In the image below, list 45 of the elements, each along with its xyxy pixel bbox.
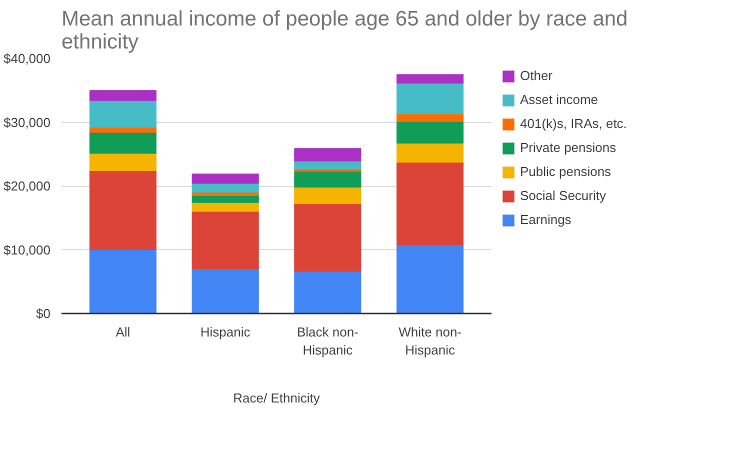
y-tick-label: $40,000	[4, 51, 51, 66]
bar	[192, 202, 259, 212]
bar	[192, 211, 259, 270]
bar	[89, 100, 156, 128]
bar	[192, 195, 259, 203]
bar	[89, 250, 156, 314]
bar	[396, 83, 464, 114]
y-tick-label: $0	[36, 306, 51, 321]
legend-label: 401(k)s, IRAs, etc.	[520, 116, 627, 131]
legend-label: Social Security	[520, 188, 606, 203]
bar	[89, 90, 156, 101]
legend-label: Asset income	[520, 92, 598, 107]
bar	[294, 187, 362, 204]
bar	[192, 174, 259, 184]
x-tick-label: Black non-Hispanic	[296, 324, 358, 358]
bar	[294, 148, 362, 162]
bar	[89, 170, 156, 250]
y-tick-label: $30,000	[4, 114, 51, 130]
bar	[294, 271, 362, 314]
legend-label: Other	[520, 68, 553, 83]
legend-label: Private pensions	[520, 140, 616, 155]
bar	[294, 171, 362, 188]
chart-title: Mean annual income of people age 65 and older by race and ethnicity	[62, 8, 628, 54]
legend-label: Public pensions	[520, 164, 612, 179]
bar	[396, 162, 464, 245]
bar	[192, 183, 259, 193]
bar	[396, 121, 464, 144]
legend-label: Earnings	[520, 212, 572, 227]
bar	[294, 204, 362, 272]
bar	[396, 74, 464, 84]
bar	[396, 114, 464, 122]
y-tick-label: $20,000	[4, 178, 51, 194]
y-tick-label: $10,000	[4, 242, 51, 258]
bar	[396, 244, 464, 314]
bar	[89, 132, 156, 154]
bar	[294, 160, 362, 170]
x-tick-label: White non-Hispanic	[398, 324, 462, 358]
x-tick-label: Hispanic	[200, 324, 251, 340]
x-tick-label: All	[116, 324, 130, 340]
bar	[89, 127, 156, 133]
bar	[192, 268, 259, 314]
bar	[396, 143, 464, 163]
bar	[192, 192, 259, 196]
x-axis-title: Race/ Ethnicity	[233, 390, 320, 406]
bar	[89, 153, 156, 171]
